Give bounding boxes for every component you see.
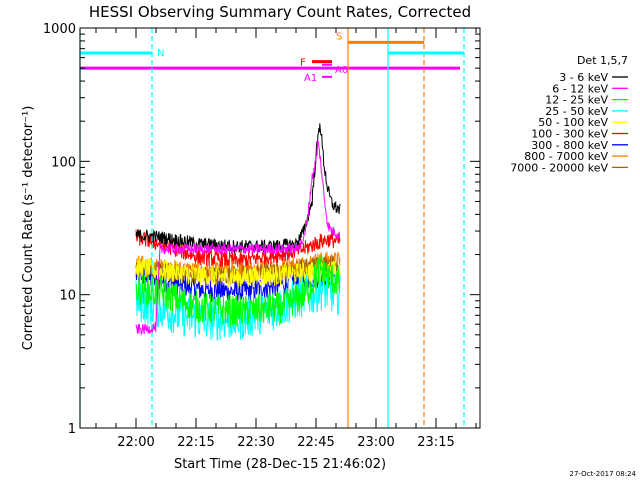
x-tick-label: 22:00 (117, 435, 154, 450)
saa-label: S (336, 31, 342, 42)
legend-entry-label: 50 - 100 keV (538, 116, 608, 129)
x-tick-label: 22:15 (177, 435, 214, 450)
legend-entry-label: 6 - 12 keV (552, 82, 608, 95)
series-line (135, 123, 341, 253)
plot-frame (79, 27, 481, 429)
legend-title: Det 1,5,7 (577, 54, 628, 67)
x-axis: 22:00 22:15 22:30 22:45 23:00 23:15 (95, 28, 477, 450)
legend-entry-label: 3 - 6 keV (559, 71, 608, 84)
legend-entry-label: 300 - 800 keV (531, 139, 608, 152)
x-tick-label: 22:30 (237, 435, 274, 450)
x-tick-label: 23:15 (417, 435, 454, 450)
annotations-layer: N S F A0 A1 (79, 28, 465, 428)
legend-entry-label: 25 - 50 keV (545, 105, 608, 118)
chart-title: HESSI Observing Summary Count Rates, Cor… (89, 3, 471, 21)
y-axis: 1 10 100 1000 (43, 22, 480, 437)
night-label: N (157, 48, 164, 59)
legend-entry-label: 12 - 25 keV (545, 94, 608, 107)
x-tick-label: 22:45 (297, 435, 334, 450)
legend-entry-label: 100 - 300 keV (531, 128, 608, 141)
a1-label: A1 (304, 73, 317, 84)
plot-area (135, 123, 341, 342)
a0-label: A0 (335, 65, 348, 76)
series-line (135, 254, 341, 327)
series-line (135, 139, 341, 336)
flare-label: F (300, 58, 306, 69)
y-tick-label: 10 (59, 289, 76, 304)
legend-entry-label: 7000 - 20000 keV (510, 161, 608, 174)
y-tick-label: 1 (68, 422, 76, 437)
y-tick-label: 100 (51, 155, 76, 170)
legend-entry-label: 800 - 7000 keV (524, 150, 608, 163)
y-axis-label: Corrected Count Rate (s⁻¹ detector⁻¹) (21, 106, 36, 351)
footer-timestamp: 27-Oct-2017 08:24 (570, 470, 637, 478)
y-tick-label: 1000 (43, 22, 76, 37)
x-tick-label: 23:00 (357, 435, 394, 450)
series-line (135, 229, 341, 268)
x-axis-label: Start Time (28-Dec-15 21:46:02) (174, 457, 386, 472)
